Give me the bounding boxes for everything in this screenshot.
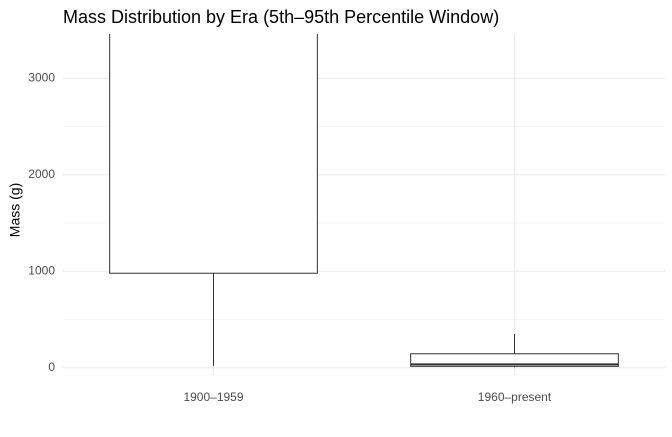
box [410,353,619,367]
x-tick-label: 1960–present [478,390,552,404]
y-tick-label: 1000 [28,263,55,277]
plot-area [109,34,619,368]
x-tick-label: 1900–1959 [183,390,243,404]
box [109,34,318,274]
y-axis-title: Mass (g) [7,183,23,237]
y-tick-label: 3000 [28,71,55,85]
y-tick-label: 2000 [28,167,55,181]
y-tick-label: 0 [48,360,55,374]
chart-title: Mass Distribution by Era (5th–95th Perce… [63,7,499,27]
